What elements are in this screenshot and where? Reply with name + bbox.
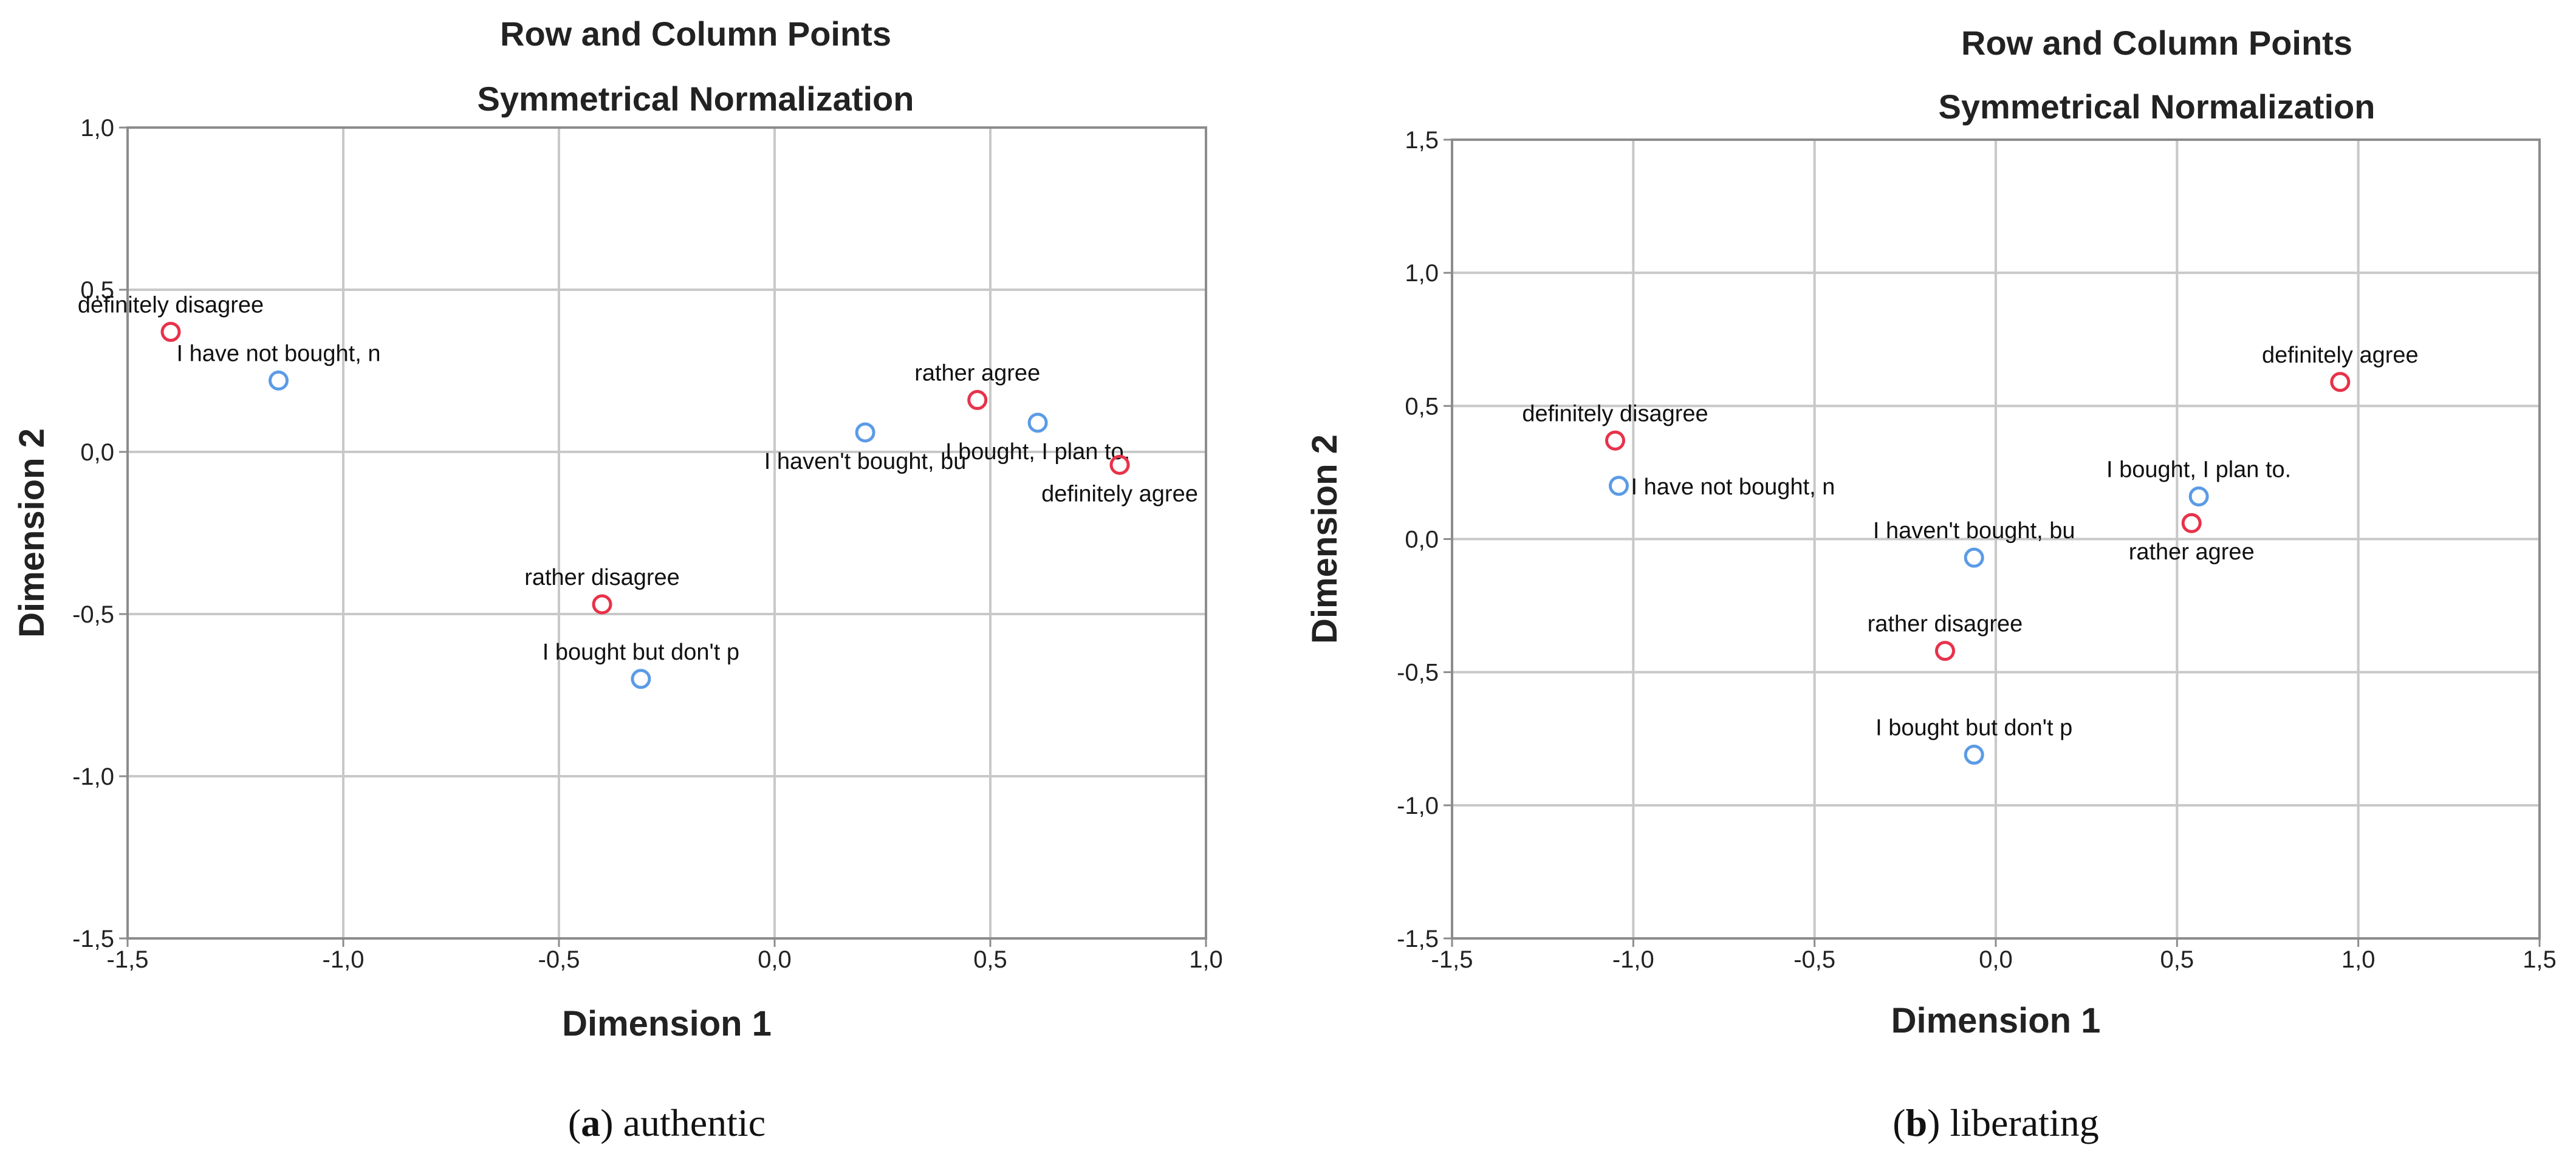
plot-frame	[1451, 138, 2541, 940]
y-tick-label: 1,0	[80, 115, 114, 142]
y-tick-label: -1,5	[1397, 926, 1439, 952]
plot-area	[128, 128, 1206, 938]
figure-caption: (a) authentic	[568, 1101, 766, 1144]
point-marker-row	[2330, 372, 2351, 392]
point-label: rather disagree	[524, 565, 680, 590]
y-tick-label: 0,0	[80, 439, 114, 466]
y-tick-label: -0,5	[72, 601, 114, 628]
y-tick-label: 1,0	[1405, 260, 1439, 287]
y-axis-title: Dimension 2	[1305, 434, 1345, 644]
x-tick-label: 1,0	[2341, 946, 2376, 973]
caption-letter: a	[581, 1101, 600, 1144]
point-marker-row	[1934, 641, 1955, 661]
point-label: definitely disagree	[78, 292, 264, 318]
point-marker-row	[967, 390, 988, 411]
x-tick-label: 0,0	[758, 946, 792, 973]
y-axis-title: Dimension 2	[12, 428, 52, 638]
y-tick-label: 0,5	[1405, 393, 1439, 420]
y-tick-label: -1,0	[1397, 793, 1439, 819]
point-marker-row	[1605, 430, 1625, 451]
plot-frame	[126, 126, 1207, 940]
point-label: I haven't bought, bu	[1873, 518, 2075, 544]
point-marker-column	[1964, 745, 1984, 765]
x-tick-label: 0,5	[2160, 946, 2194, 973]
point-marker-column	[631, 669, 651, 689]
point-marker-row	[160, 321, 181, 342]
y-tick-label: 0,5	[80, 277, 114, 304]
x-tick-label: -0,5	[538, 946, 580, 973]
point-marker-row	[592, 594, 612, 615]
chart-b: -1,5 -1,0 -0,5 0,0 0,5 1,0 1,5 -1,5 -1,0 -0,5 0,0 0…	[1305, 24, 2557, 1144]
chart-title: Row and Column Points	[500, 15, 891, 53]
point-label: definitely agree	[1041, 481, 1198, 507]
point-label: I have not bought, n	[177, 341, 381, 367]
point-marker-row	[1109, 454, 1130, 475]
point-marker-column	[2188, 486, 2209, 507]
caption-text: authentic	[623, 1101, 766, 1144]
point-label: definitely disagree	[1522, 401, 1708, 426]
point-label: rather agree	[2129, 539, 2255, 565]
x-tick-label: -1,0	[1612, 946, 1654, 973]
x-tick-label: 1,5	[2523, 946, 2557, 973]
point-marker-column	[855, 422, 875, 443]
caption-paren-open: (	[1893, 1101, 1905, 1144]
caption-paren-close: )	[600, 1101, 623, 1144]
x-tick-label: -1,5	[107, 946, 149, 973]
point-label: I bought but don't p	[1875, 715, 2072, 741]
y-tick-label: -1,5	[72, 926, 114, 952]
caption-text: liberating	[1950, 1101, 2098, 1144]
point-label: I have not bought, n	[1631, 474, 1835, 500]
caption-paren-open: (	[568, 1101, 581, 1144]
point-marker-column	[1964, 547, 1984, 568]
point-label: rather disagree	[1868, 612, 2023, 637]
point-marker-column	[269, 371, 289, 391]
point-marker-column	[1027, 412, 1048, 433]
x-tick-label: -1,0	[323, 946, 365, 973]
chart-subtitle: Symmetrical Normalization	[1939, 87, 2376, 126]
point-label: I bought, I plan to.	[2106, 457, 2291, 482]
chart-title: Row and Column Points	[1961, 24, 2352, 62]
x-tick-label: -0,5	[1793, 946, 1835, 973]
chart-a: -1,5 -1,0 -0,5 0,0 0,5 1,0 -1,5 -1,0 -0,5 0,0 0,5 1…	[12, 15, 1223, 1144]
point-label: I bought but don't p	[543, 640, 739, 665]
x-axis-title: Dimension 1	[562, 1004, 772, 1043]
point-label: I haven't bought, bu	[764, 449, 967, 474]
y-tick-label: -1,0	[72, 763, 114, 790]
x-tick-label: 0,5	[973, 946, 1007, 973]
x-tick-label: -1,5	[1431, 946, 1473, 973]
figure-caption: (b) liberating	[1893, 1101, 2098, 1144]
point-label: definitely agree	[2262, 343, 2419, 368]
x-axis-title: Dimension 1	[1891, 1001, 2101, 1040]
x-tick-label: 1,0	[1189, 946, 1223, 973]
caption-paren-close: )	[1927, 1101, 1950, 1144]
y-tick-label: 0,0	[1405, 527, 1439, 553]
x-tick-label: 0,0	[1979, 946, 2013, 973]
point-marker-row	[2181, 513, 2202, 533]
point-label: rather agree	[914, 361, 1040, 386]
point-marker-column	[1608, 476, 1629, 496]
chart-subtitle: Symmetrical Normalization	[478, 80, 914, 118]
caption-letter: b	[1906, 1101, 1928, 1144]
point-label: I bought, I plan to.	[945, 439, 1130, 465]
y-tick-label: -0,5	[1397, 660, 1439, 686]
y-tick-label: 1,5	[1405, 127, 1439, 154]
